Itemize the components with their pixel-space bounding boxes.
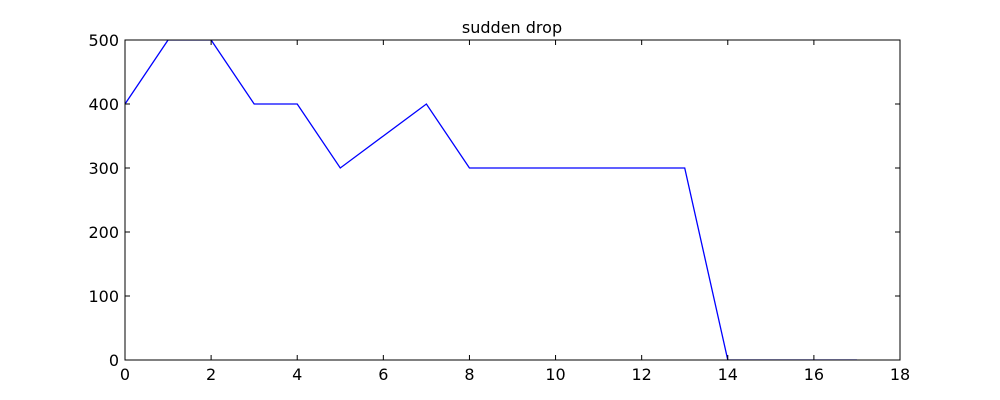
series-line-0 xyxy=(125,40,857,360)
y-tick-label: 400 xyxy=(88,95,119,114)
x-tick-label: 2 xyxy=(206,365,216,384)
y-tick-label: 300 xyxy=(88,159,119,178)
plot-area: 0 2 4 6 8 10 12 14 16 18 0 100 200 300 400 500 xyxy=(88,31,910,384)
y-tick-label: 0 xyxy=(109,351,119,370)
x-tick-label: 14 xyxy=(718,365,738,384)
x-tick-label: 18 xyxy=(890,365,910,384)
chart-title: sudden drop xyxy=(462,18,562,37)
plot-frame xyxy=(125,40,900,360)
x-tick-label: 10 xyxy=(545,365,565,384)
y-tick-label: 500 xyxy=(88,31,119,50)
x-tick-label: 4 xyxy=(292,365,302,384)
x-tick-label: 8 xyxy=(464,365,474,384)
y-tick-label: 100 xyxy=(88,287,119,306)
x-tick-label: 6 xyxy=(378,365,388,384)
x-tick-label: 16 xyxy=(804,365,824,384)
x-tick-label: 12 xyxy=(631,365,651,384)
x-tick-label: 0 xyxy=(120,365,130,384)
y-tick-label: 200 xyxy=(88,223,119,242)
